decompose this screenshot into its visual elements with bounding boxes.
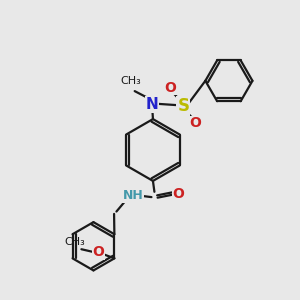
Text: CH₃: CH₃	[120, 76, 141, 86]
Text: O: O	[164, 81, 176, 94]
Text: N: N	[146, 97, 159, 112]
Text: O: O	[190, 116, 202, 130]
Text: O: O	[172, 187, 184, 201]
Text: NH: NH	[123, 189, 144, 202]
Text: CH₃: CH₃	[64, 237, 85, 247]
Text: S: S	[177, 97, 189, 115]
Text: O: O	[92, 245, 104, 260]
